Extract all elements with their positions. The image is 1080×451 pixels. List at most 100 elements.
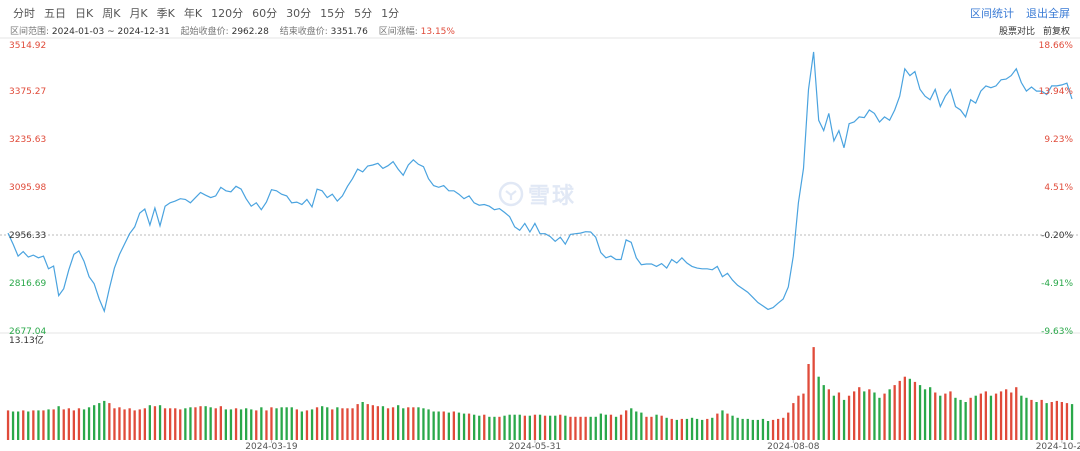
volume-bar [695, 418, 699, 440]
period-tab-0[interactable]: 分时 [13, 7, 35, 20]
y-tick-label: 2677.04 [9, 327, 46, 337]
period-tab-8[interactable]: 60分 [252, 7, 278, 20]
watermark-text: 雪球 [528, 184, 577, 209]
exit-fullscreen-button[interactable]: 退出全屏 [1026, 7, 1070, 20]
volume-bar [422, 408, 425, 440]
volume-bar [138, 409, 141, 440]
period-tab-2[interactable]: 日K [75, 7, 94, 20]
period-tab-3[interactable]: 周K [102, 7, 121, 20]
volume-bar [787, 412, 790, 440]
adjust-forward-button[interactable]: 前复权 [1042, 27, 1070, 37]
volume-bar [437, 411, 440, 440]
volume-bar [614, 416, 618, 440]
volume-bar [893, 385, 896, 440]
volume-bar [589, 416, 592, 440]
volume-bar [670, 418, 673, 440]
period-tab-5[interactable]: 季K [156, 7, 175, 20]
volume-bar [391, 407, 395, 440]
volume-bar [969, 397, 972, 440]
volume-bar [315, 407, 319, 440]
volume-bar [771, 419, 775, 440]
volume-bar [944, 393, 947, 440]
volume-bar [868, 389, 871, 440]
volume-bar [934, 392, 937, 440]
volume-bar [888, 389, 891, 440]
volume-bar [1020, 395, 1023, 440]
volume-bar [863, 391, 866, 440]
volume-bar [619, 414, 623, 440]
volume-bar [538, 414, 542, 440]
y-tick-label: 3095.98 [9, 183, 46, 193]
volume-bar [731, 415, 734, 440]
volume-bar [310, 409, 314, 440]
volume-bar [822, 385, 825, 440]
period-tab-7[interactable]: 120分 [211, 7, 244, 20]
volume-bar [163, 408, 167, 440]
period-tab-1[interactable]: 五日 [44, 7, 66, 20]
volume-bar [103, 400, 106, 440]
volume-bar [1025, 397, 1028, 440]
period-tab-4[interactable]: 月K [129, 7, 148, 20]
volume-bar [1005, 389, 1008, 440]
volume-bar [847, 395, 851, 440]
volume-bar [645, 416, 648, 440]
watermark-logo: 雪球 [498, 178, 576, 210]
volume-bar [655, 414, 658, 440]
volume-bar [807, 364, 810, 440]
range-stats-button[interactable]: 区间统计 [970, 7, 1014, 20]
pct-tick-label: -9.63% [1041, 327, 1073, 337]
range-label: 区间范围: [10, 27, 50, 37]
volume-bar [898, 380, 901, 440]
period-tab-9[interactable]: 30分 [286, 7, 312, 20]
period-tab-10[interactable]: 15分 [320, 7, 346, 20]
volume-bar [1070, 404, 1074, 440]
volume-bars [6, 347, 1074, 440]
volume-bar [706, 418, 709, 440]
volume-bar [782, 417, 785, 440]
volume-bar [650, 416, 653, 440]
volume-bar [473, 414, 476, 440]
volume-bar [194, 407, 197, 440]
volume-bar [660, 415, 663, 440]
stock-compare-button[interactable]: 股票对比 [998, 27, 1035, 37]
chart-actions: 区间统计 退出全屏 [970, 6, 1070, 22]
period-tab-6[interactable]: 年K [183, 7, 203, 20]
volume-bar [853, 391, 856, 440]
volume-bar [1060, 402, 1063, 440]
period-tab-12[interactable]: 1分 [381, 7, 400, 20]
volume-bar [594, 416, 597, 440]
volume-bar [1030, 399, 1033, 440]
volume-bar [736, 417, 739, 440]
volume-bar [503, 415, 506, 440]
volume-bar [52, 409, 55, 440]
volume-bar [523, 415, 526, 440]
volume-bar [1055, 400, 1058, 440]
volume-bar [148, 405, 151, 440]
x-tick-label: 2024-03-19 [245, 442, 298, 451]
volume-bar [174, 408, 177, 440]
volume-bar [245, 408, 248, 440]
volume-bar [321, 406, 324, 440]
volume-bar [432, 411, 435, 440]
range-change-value: 13.15% [420, 27, 455, 37]
start-close-value: 2962.28 [231, 27, 269, 37]
volume-bar [726, 413, 729, 440]
volume-bar [346, 408, 349, 440]
volume-bar [873, 392, 876, 440]
volume-bar [812, 347, 815, 440]
volume-bar [842, 399, 846, 440]
volume-bar [518, 414, 521, 440]
volume-bar [371, 405, 374, 440]
volume-bar [169, 408, 172, 440]
volume-bar [128, 408, 131, 440]
volume-bar [1010, 392, 1013, 440]
volume-bar [27, 411, 30, 440]
period-tab-11[interactable]: 5分 [354, 7, 373, 20]
volume-bar [336, 407, 339, 440]
volume-bar [250, 409, 253, 440]
volume-bar [701, 419, 704, 440]
volume-bar [22, 410, 25, 440]
chart-reference-lines [0, 37, 1080, 334]
volume-bar [766, 421, 770, 440]
